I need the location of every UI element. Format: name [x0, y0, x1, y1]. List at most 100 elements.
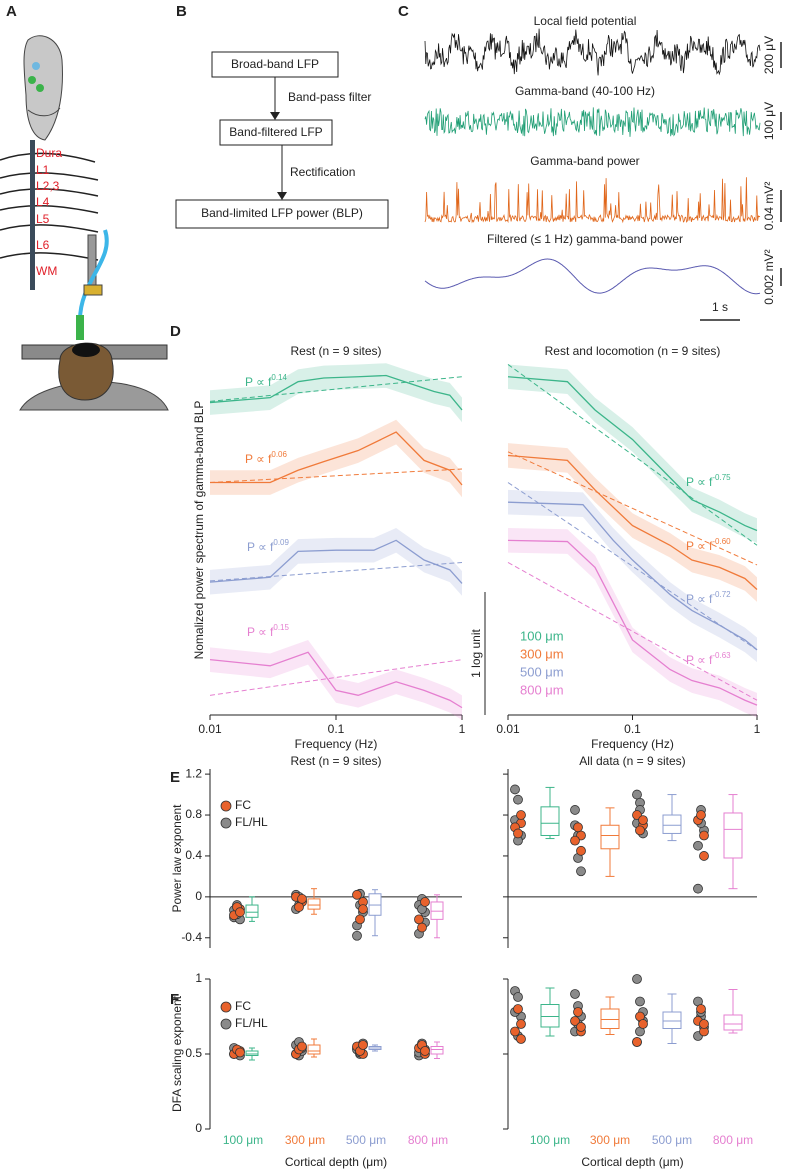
arrow-head — [270, 112, 280, 120]
fit-line — [209, 468, 463, 484]
box — [245, 904, 259, 918]
fit-label: P ∝ f-0.63 — [686, 651, 731, 667]
data-point — [414, 914, 424, 925]
box — [307, 1044, 321, 1055]
panel-label: F — [170, 991, 179, 1008]
x-tick-label: 0.01 — [496, 722, 520, 736]
data-point — [516, 1019, 526, 1029]
arrow-head — [277, 192, 287, 200]
data-point — [576, 1022, 586, 1032]
data-point — [696, 1004, 706, 1014]
fit-line — [209, 561, 463, 582]
data-point — [510, 1026, 520, 1037]
x-tick-label: 100 μm — [223, 1133, 263, 1147]
x-tick-label: 500 μm — [652, 1133, 692, 1147]
legend-entry: FC — [235, 798, 251, 812]
data-point — [297, 1041, 307, 1052]
x-tick-label: 0.01 — [198, 722, 222, 736]
box — [430, 1046, 444, 1055]
fit-prefix: P ∝ f — [245, 375, 272, 389]
data-point — [352, 930, 362, 941]
spectrum-line — [209, 651, 463, 709]
fit-exponent: 0.14 — [271, 373, 287, 382]
data-point — [693, 840, 703, 851]
legend-entry: 500 μm — [520, 664, 564, 679]
data-point — [513, 828, 523, 839]
box — [723, 812, 743, 859]
x-tick-label: 0.1 — [624, 722, 641, 736]
electrode-illustration — [0, 140, 99, 290]
data-point — [573, 822, 583, 833]
x-tick-label: 1 — [459, 722, 466, 736]
data-point — [576, 866, 586, 877]
data-point — [632, 1037, 642, 1047]
data-point — [420, 897, 430, 907]
data-point — [297, 894, 307, 904]
box — [245, 1050, 259, 1056]
y-tick-label: 0 — [195, 1121, 202, 1135]
spectrum-line — [209, 374, 463, 411]
spectrum-line — [507, 454, 758, 591]
fit-exponent: -0.63 — [712, 651, 731, 660]
fit-prefix: P ∝ f — [686, 475, 713, 489]
y-tick-label: 0.8 — [185, 807, 202, 821]
fit-label: P ∝ f-0.60 — [686, 537, 731, 553]
y-axis-label: DFA scaling exponent — [170, 995, 184, 1112]
x-tick-label: 1 — [754, 722, 761, 736]
trace — [424, 177, 761, 224]
error-band — [210, 639, 462, 720]
data-point — [358, 1040, 368, 1050]
data-point — [358, 904, 368, 915]
trace-title: Gamma-band (40-100 Hz) — [515, 84, 655, 98]
box — [600, 824, 620, 850]
x-tick-label: 500 μm — [346, 1133, 386, 1147]
chart-title: All data (n = 9 sites) — [579, 754, 685, 768]
log-scale-label: 1 log unit — [469, 628, 483, 677]
y-axis-label: Nomalized power spectrum of gamma-band B… — [192, 401, 206, 660]
spectrum-line — [507, 376, 758, 532]
data-point — [352, 889, 362, 900]
panel-label: E — [170, 769, 180, 786]
layer-label: WM — [36, 264, 57, 278]
fit-line — [209, 659, 463, 696]
brain-illustration — [23, 35, 63, 141]
layer-label: L1 — [36, 163, 50, 177]
x-axis-label: Frequency (Hz) — [295, 737, 378, 751]
panel-label: B — [176, 3, 187, 20]
fit-exponent: 0.06 — [271, 450, 287, 459]
fit-exponent: 0.09 — [273, 538, 289, 547]
data-point — [635, 996, 645, 1007]
fit-label: P ∝ f0.14 — [245, 373, 287, 389]
legend-entry: FL/HL — [235, 815, 268, 829]
data-point — [570, 989, 580, 999]
fit-prefix: P ∝ f — [247, 540, 274, 554]
fit-line — [507, 364, 758, 546]
flow-edge-label: Band-pass filter — [288, 90, 371, 104]
scale-label: 0.002 mV² — [762, 249, 776, 304]
flow-edge-label: Rectification — [290, 165, 355, 179]
y-tick-label: 1 — [195, 971, 202, 985]
data-point — [235, 907, 245, 918]
y-tick-label: 1.2 — [185, 766, 202, 780]
box — [307, 898, 321, 910]
fit-line — [507, 451, 758, 566]
data-point — [632, 789, 642, 800]
layer-label: L6 — [36, 238, 50, 252]
panel-label: D — [170, 323, 181, 340]
data-point — [632, 974, 642, 984]
x-tick-label: 100 μm — [530, 1133, 570, 1147]
time-scale-label: 1 s — [712, 300, 728, 314]
spectrum-line — [210, 431, 463, 486]
error-band — [210, 528, 462, 596]
data-point — [417, 922, 427, 933]
fit-label: P ∝ f0.06 — [245, 450, 287, 466]
legend-marker — [220, 1001, 232, 1013]
legend-entry: 300 μm — [520, 646, 564, 661]
chart-title: Rest (n = 9 sites) — [290, 754, 381, 768]
error-band — [508, 364, 757, 543]
legend-marker — [220, 800, 232, 812]
legend-entry: 800 μm — [520, 682, 564, 697]
box — [540, 1004, 560, 1028]
legend-entry: 100 μm — [520, 628, 564, 643]
